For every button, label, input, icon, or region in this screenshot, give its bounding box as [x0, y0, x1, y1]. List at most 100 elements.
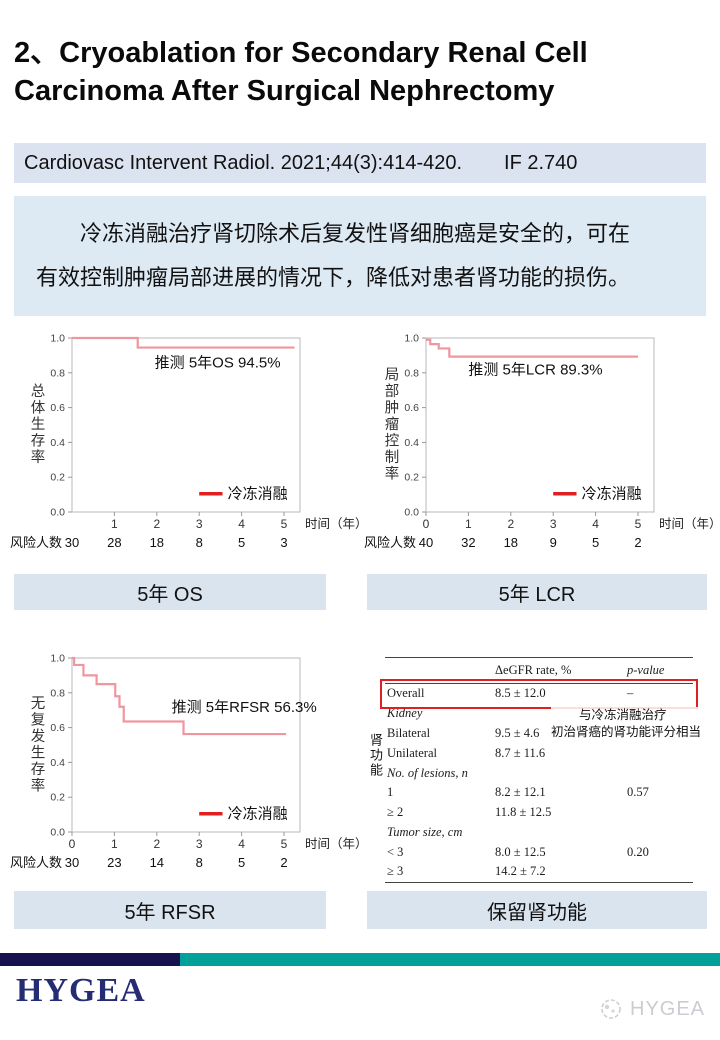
- x-tick-label: 2: [153, 517, 160, 531]
- risk-count: 2: [280, 855, 287, 870]
- footer-bar-navy: [0, 953, 180, 966]
- risk-count: 18: [150, 535, 164, 550]
- egfr-value-cell: 8.0 ± 12.5: [495, 844, 546, 859]
- egfr-value-cell: [493, 763, 625, 783]
- y-tick-label: 0.2: [50, 792, 65, 804]
- table-row: Tumor size, cm: [385, 822, 693, 842]
- risk-count: 30: [65, 535, 79, 550]
- table-annotation-line1: 与冷冻消融治疗: [579, 708, 667, 722]
- p-value-cell: –: [627, 686, 634, 701]
- y-tick-label: 0.2: [404, 472, 419, 484]
- x-axis-label: 时间（年）: [305, 517, 360, 531]
- hygea-watermark-icon: [601, 999, 621, 1019]
- renal-function-table: ΔeGFR rate, % p-value Overall 8.5 ± 12.0 –…: [380, 657, 698, 883]
- row-label-cell: Overall: [387, 686, 425, 701]
- table-row: Bilateral 9.5 ± 4.6: [385, 724, 693, 744]
- table-side-label: 肾功能: [368, 733, 383, 778]
- table-row: Unilateral 8.7 ± 11.6: [385, 743, 693, 763]
- x-tick-label: 3: [196, 837, 203, 851]
- table-row: ≥ 2 11.8 ± 12.5: [385, 803, 693, 823]
- slide-title-line1: 2、Cryoablation for Secondary Renal Cell: [14, 37, 588, 69]
- y-tick-label: 0.0: [404, 507, 419, 519]
- hygea-logo-text: HYGEA: [16, 972, 146, 1009]
- km-plot-rfsr: 0.00.20.40.60.81.0012345时间（年）风险人数3023148…: [10, 653, 360, 871]
- footer-bar-teal: [180, 953, 720, 966]
- p-value-cell: 0.57: [627, 785, 649, 800]
- km-curve: [72, 336, 295, 349]
- y-tick-label: 0.8: [50, 367, 65, 379]
- slide-title: 2、Cryoablation for Secondary Renal Cell …: [14, 34, 704, 110]
- risk-row-label: 风险人数: [10, 535, 62, 550]
- estimate-annotation: 推测 5年RFSR 56.3%: [172, 699, 317, 716]
- km-curve: [72, 656, 287, 736]
- rfsr-km-chart: 0.00.20.40.60.81.0012345时间（年）风险人数3023148…: [8, 642, 360, 886]
- y-tick-label: 0.4: [50, 437, 65, 449]
- hygea-watermark-text: HYGEA: [630, 997, 706, 1020]
- hygea-watermark: HYGEA: [598, 996, 705, 1022]
- y-tick-label: 0.4: [404, 437, 419, 449]
- header-pvalue: p-value: [625, 657, 693, 684]
- y-tick-label: 0.0: [50, 827, 65, 839]
- y-tick-label: 0.4: [50, 757, 65, 769]
- x-tick-label: 2: [153, 837, 160, 851]
- risk-count: 5: [238, 535, 245, 550]
- table-row: Overall 8.5 ± 12.0 –: [380, 678, 698, 709]
- y-tick-label: 1.0: [50, 333, 65, 345]
- table-row: 1 8.2 ± 12.1 0.57: [385, 783, 693, 803]
- y-axis-label: 局部肿瘤控制率: [385, 368, 400, 483]
- egfr-value-cell: 9.5 ± 4.6: [495, 725, 540, 740]
- y-tick-label: 0.2: [50, 472, 65, 484]
- legend-label: 冷冻消融: [582, 485, 642, 503]
- x-tick-label: 4: [238, 837, 245, 851]
- x-tick-label: 4: [592, 517, 599, 531]
- row-label-cell: Tumor size, cm: [387, 824, 463, 839]
- citation-text: Cardiovasc Intervent Radiol. 2021;44(3):…: [24, 151, 463, 174]
- egfr-value-cell: [493, 822, 625, 842]
- row-label-cell: Bilateral: [387, 725, 431, 740]
- row-label-cell: ≥ 2: [387, 805, 404, 820]
- risk-count: 5: [592, 535, 599, 550]
- egfr-value-cell: 8.7 ± 11.6: [495, 745, 546, 760]
- summary-line1: 冷冻消融治疗肾切除术后复发性肾细胞癌是安全的，可在: [80, 221, 631, 246]
- y-tick-label: 0.8: [50, 687, 65, 699]
- row-label-cell: No. of lesions, n: [387, 765, 468, 780]
- egfr-value-cell: 14.2 ± 7.2: [493, 862, 625, 883]
- caption-lcr: 5年 LCR: [367, 574, 707, 610]
- y-tick-label: 1.0: [50, 653, 65, 665]
- risk-row-label: 风险人数: [364, 535, 416, 550]
- x-tick-label: 3: [196, 517, 203, 531]
- table-annotation-line2: 初治肾癌的肾功能评分相当: [551, 725, 702, 739]
- egfr-value-cell: 8.5 ± 12.0: [495, 686, 546, 701]
- risk-count: 28: [107, 535, 121, 550]
- risk-count: 23: [107, 855, 121, 870]
- table-header-row: ΔeGFR rate, % p-value: [385, 657, 693, 684]
- row-label-cell: ≥ 3: [385, 862, 493, 883]
- plot-frame: [425, 337, 655, 513]
- y-tick-label: 1.0: [404, 333, 419, 345]
- y-axis-label: 无复发生存率: [31, 696, 46, 795]
- risk-count: 30: [65, 855, 79, 870]
- caption-rfsr: 5年 RFSR: [14, 891, 326, 929]
- caption-os: 5年 OS: [14, 574, 326, 610]
- y-tick-label: 0.6: [404, 402, 419, 414]
- risk-count: 32: [461, 535, 475, 550]
- table-annotation: 与冷冻消融治疗 初治肾癌的肾功能评分相当: [551, 707, 702, 741]
- row-label-cell: Kidney: [387, 706, 423, 721]
- y-tick-label: 0.6: [50, 402, 65, 414]
- header-empty: [385, 657, 493, 684]
- row-label-cell: 1: [387, 785, 394, 800]
- x-tick-label: 0: [423, 517, 430, 531]
- p-value-cell: [625, 763, 693, 783]
- slide-title-line2: Carcinoma After Surgical Nephrectomy: [14, 75, 555, 107]
- egfr-value-cell: 8.2 ± 12.1: [495, 785, 546, 800]
- y-tick-label: 0.6: [50, 722, 65, 734]
- x-axis-label: 时间（年）: [305, 837, 360, 851]
- x-tick-label: 1: [111, 837, 118, 851]
- legend-label: 冷冻消融: [228, 805, 288, 823]
- x-tick-label: 1: [111, 517, 118, 531]
- summary-box: 冷冻消融治疗肾切除术后复发性肾细胞癌是安全的，可在 有效控制肿瘤局部进展的情况下…: [14, 196, 706, 316]
- x-tick-label: 1: [465, 517, 472, 531]
